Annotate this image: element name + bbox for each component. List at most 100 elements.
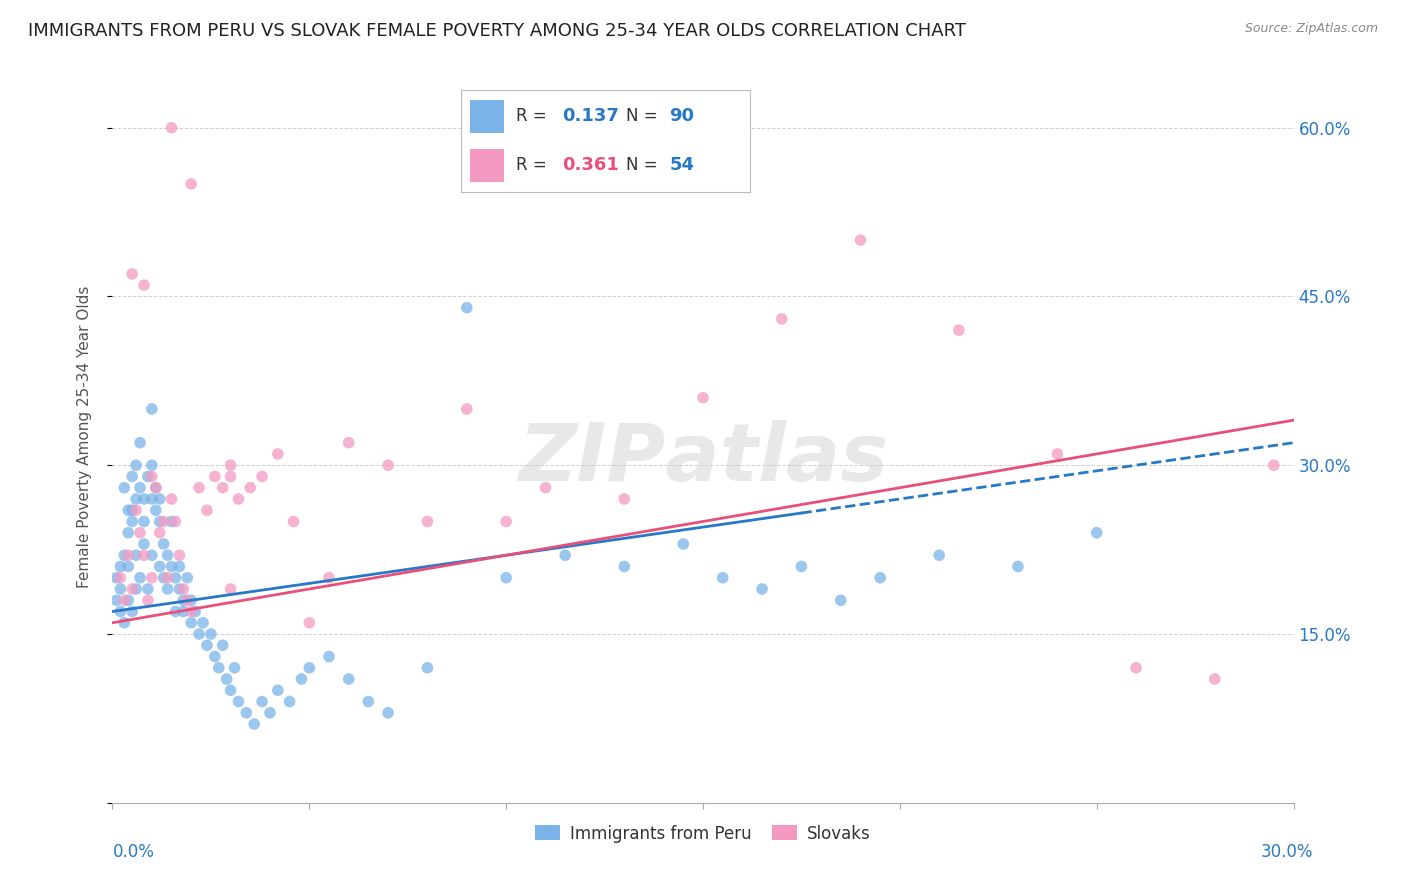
- Point: [1125, 661, 1147, 675]
- Point: [228, 491, 250, 506]
- Point: [416, 515, 439, 529]
- Point: [129, 571, 152, 585]
- Point: [456, 301, 478, 315]
- Point: [495, 571, 517, 585]
- Point: [191, 615, 214, 630]
- Point: [149, 491, 172, 506]
- Point: [132, 491, 155, 506]
- Point: [121, 503, 143, 517]
- Point: [105, 593, 128, 607]
- Point: [117, 593, 139, 607]
- Point: [129, 435, 152, 450]
- Point: [136, 582, 159, 596]
- Point: [121, 267, 143, 281]
- Point: [121, 469, 143, 483]
- Point: [125, 491, 148, 506]
- Point: [176, 593, 198, 607]
- Point: [224, 661, 246, 675]
- Point: [318, 649, 340, 664]
- Point: [195, 503, 218, 517]
- Point: [141, 548, 163, 562]
- Point: [156, 571, 179, 585]
- Text: IMMIGRANTS FROM PERU VS SLOVAK FEMALE POVERTY AMONG 25-34 YEAR OLDS CORRELATION : IMMIGRANTS FROM PERU VS SLOVAK FEMALE PO…: [28, 22, 966, 40]
- Point: [318, 571, 340, 585]
- Point: [156, 548, 179, 562]
- Point: [125, 458, 148, 473]
- Point: [298, 615, 321, 630]
- Point: [180, 593, 202, 607]
- Point: [117, 503, 139, 517]
- Point: [169, 548, 191, 562]
- Point: [219, 683, 242, 698]
- Point: [495, 515, 517, 529]
- Y-axis label: Female Poverty Among 25-34 Year Olds: Female Poverty Among 25-34 Year Olds: [77, 286, 91, 588]
- Point: [110, 582, 132, 596]
- Point: [160, 559, 183, 574]
- Point: [125, 548, 148, 562]
- Point: [117, 525, 139, 540]
- Text: Source: ZipAtlas.com: Source: ZipAtlas.com: [1244, 22, 1378, 36]
- Point: [180, 615, 202, 630]
- Point: [141, 571, 163, 585]
- Text: 30.0%: 30.0%: [1260, 843, 1313, 861]
- Point: [141, 469, 163, 483]
- Point: [149, 525, 172, 540]
- Point: [112, 481, 135, 495]
- Point: [283, 515, 305, 529]
- Point: [219, 458, 242, 473]
- Point: [692, 166, 714, 180]
- Point: [125, 582, 148, 596]
- Point: [267, 683, 290, 698]
- Point: [188, 627, 211, 641]
- Point: [141, 401, 163, 416]
- Point: [172, 605, 194, 619]
- Point: [613, 491, 636, 506]
- Point: [165, 605, 187, 619]
- Point: [1046, 447, 1069, 461]
- Point: [1204, 672, 1226, 686]
- Point: [1007, 559, 1029, 574]
- Point: [948, 323, 970, 337]
- Point: [200, 627, 222, 641]
- Point: [149, 515, 172, 529]
- Point: [160, 120, 183, 135]
- Text: 0.0%: 0.0%: [112, 843, 155, 861]
- Point: [169, 559, 191, 574]
- Point: [830, 593, 852, 607]
- Point: [416, 661, 439, 675]
- Point: [180, 605, 202, 619]
- Point: [136, 469, 159, 483]
- Point: [176, 571, 198, 585]
- Point: [298, 661, 321, 675]
- Point: [112, 548, 135, 562]
- Point: [152, 537, 174, 551]
- Point: [105, 571, 128, 585]
- Point: [184, 605, 207, 619]
- Point: [156, 582, 179, 596]
- Point: [692, 391, 714, 405]
- Point: [117, 559, 139, 574]
- Point: [278, 694, 301, 708]
- Point: [141, 491, 163, 506]
- Point: [132, 515, 155, 529]
- Point: [195, 638, 218, 652]
- Point: [110, 605, 132, 619]
- Point: [267, 447, 290, 461]
- Point: [711, 571, 734, 585]
- Point: [145, 481, 167, 495]
- Point: [132, 278, 155, 293]
- Point: [672, 537, 695, 551]
- Point: [165, 571, 187, 585]
- Point: [169, 582, 191, 596]
- Point: [337, 435, 360, 450]
- Point: [204, 649, 226, 664]
- Legend: Immigrants from Peru, Slovaks: Immigrants from Peru, Slovaks: [529, 818, 877, 849]
- Point: [208, 661, 231, 675]
- Point: [152, 515, 174, 529]
- Point: [129, 525, 152, 540]
- Point: [121, 515, 143, 529]
- Point: [219, 582, 242, 596]
- Point: [250, 469, 273, 483]
- Point: [215, 672, 238, 686]
- Point: [751, 582, 773, 596]
